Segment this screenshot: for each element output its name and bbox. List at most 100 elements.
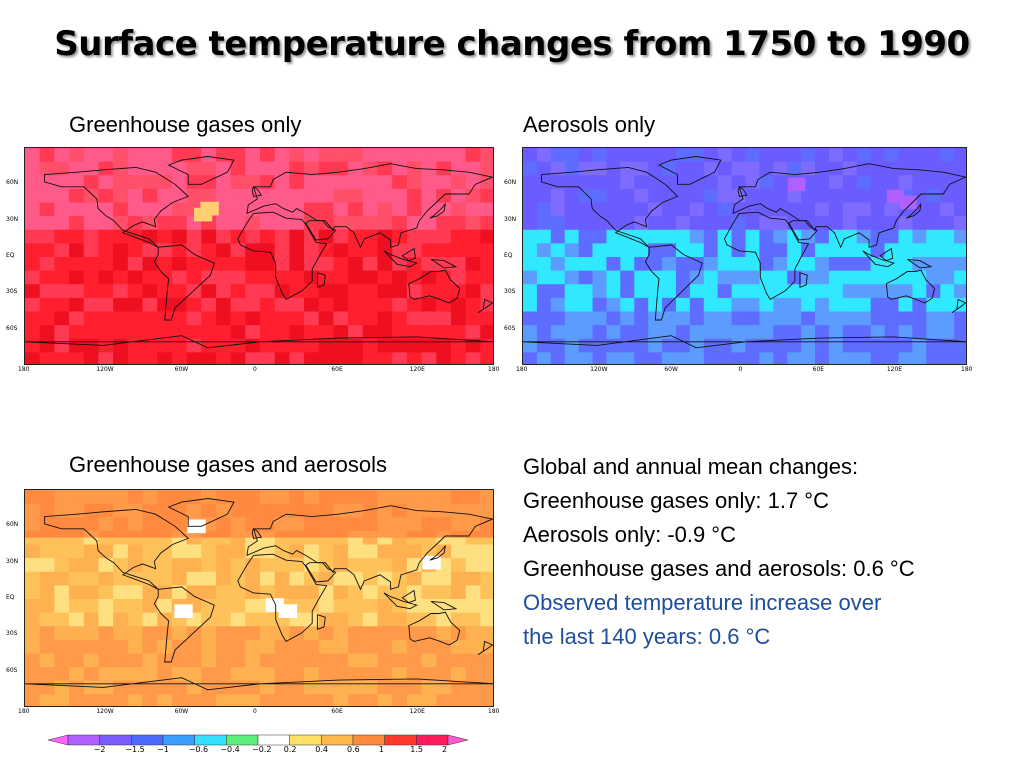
map-grid-cell	[260, 222, 268, 231]
map-grid-cell	[752, 345, 760, 353]
map-grid-cell	[905, 161, 913, 169]
map-grid-cell	[954, 182, 962, 190]
map-grid-cell	[311, 524, 320, 532]
map-grid-cell	[815, 195, 823, 203]
map-grid-cell	[340, 202, 349, 210]
map-grid-cell	[627, 325, 635, 333]
map-grid-cell	[856, 148, 865, 156]
map-grid-cell	[223, 270, 232, 278]
map-grid-cell	[245, 236, 254, 244]
map-grid-cell	[947, 250, 955, 258]
map-grid-cell	[421, 284, 430, 292]
map-grid-cell	[318, 209, 327, 217]
map-grid-cell	[856, 359, 865, 364]
map-grid-cell	[436, 222, 444, 231]
map-grid-cell	[83, 331, 92, 340]
map-grid-cell	[370, 277, 378, 285]
map-grid-cell	[752, 331, 760, 340]
map-grid-cell	[627, 311, 635, 319]
map-grid-cell	[592, 263, 600, 272]
map-grid-cell	[428, 209, 437, 217]
map-grid-cell	[863, 216, 872, 224]
map-grid-cell	[32, 578, 41, 586]
map-grid-cell	[252, 243, 261, 251]
map-grid-cell	[326, 517, 334, 525]
map-grid-cell	[536, 216, 545, 224]
map-grid-cell	[773, 331, 781, 340]
map-grid-cell	[142, 148, 151, 156]
map-grid-cell	[710, 263, 719, 272]
map-grid-cell	[61, 338, 70, 346]
map-grid-cell	[592, 270, 600, 278]
map-grid-cell	[47, 496, 55, 505]
map-grid-cell	[61, 263, 70, 272]
map-grid-cell	[689, 352, 698, 360]
map-grid-cell	[370, 243, 378, 251]
map-grid-cell	[564, 277, 573, 285]
map-grid-cell	[135, 168, 143, 176]
map-grid-cell	[282, 352, 290, 360]
map-grid-cell	[780, 161, 788, 169]
map-grid-cell	[842, 291, 851, 299]
map-grid-cell	[884, 216, 892, 224]
map-grid-cell	[898, 168, 906, 176]
map-grid-cell	[142, 558, 151, 566]
map-grid-cell	[362, 195, 371, 203]
map-grid-cell	[808, 182, 816, 190]
map-grid-cell	[877, 304, 885, 312]
map-grid-cell	[745, 304, 753, 312]
map-grid-cell	[940, 331, 948, 340]
map-grid-cell	[392, 182, 400, 190]
map-grid-cell	[835, 318, 844, 326]
map-grid-cell	[289, 564, 298, 573]
map-grid-cell	[436, 209, 444, 217]
map-grid-cell	[870, 352, 879, 360]
map-grid-cell	[120, 236, 129, 244]
map-grid-cell	[759, 257, 767, 265]
map-grid-cell	[164, 148, 173, 156]
map-grid-cell	[223, 490, 232, 498]
map-grid-cell	[543, 352, 552, 360]
map-grid-cell	[529, 148, 538, 156]
map-grid-cell	[47, 544, 55, 552]
map-grid-cell	[230, 530, 239, 539]
map-grid-cell	[127, 195, 136, 203]
map-grid-cell	[348, 257, 356, 265]
map-grid-cell	[69, 263, 77, 272]
map-grid-cell	[113, 168, 121, 176]
map-grid-cell	[135, 345, 143, 353]
map-grid-cell	[105, 345, 114, 353]
map-grid-cell	[215, 304, 224, 312]
map-grid-cell	[947, 154, 955, 163]
map-grid-cell	[120, 530, 129, 539]
map-grid-cell	[260, 257, 268, 265]
map-grid-cell	[752, 195, 760, 203]
map-grid-cell	[648, 257, 656, 265]
map-grid-cell	[47, 195, 55, 203]
map-grid-cell	[480, 325, 489, 333]
map-grid-cell	[252, 291, 261, 299]
map-grid-cell	[186, 209, 195, 217]
map-grid-cell	[571, 229, 580, 237]
map-grid-cell	[120, 544, 129, 552]
map-grid-cell	[193, 490, 202, 498]
map-grid-cell	[296, 154, 305, 163]
map-grid-cell	[634, 338, 642, 346]
map-grid-cell	[289, 297, 298, 306]
map-grid-cell	[304, 558, 312, 566]
map-grid-cell	[724, 250, 732, 258]
map-grid-cell	[856, 352, 865, 360]
map-grid-cell	[696, 195, 705, 203]
map-grid-cell	[105, 571, 114, 579]
map-grid-cell	[267, 202, 276, 210]
map-grid-cell	[47, 284, 55, 292]
map-grid-cell	[414, 318, 422, 326]
map-grid-cell	[961, 297, 966, 306]
map-grid-cell	[940, 291, 948, 299]
map-grid-cell	[282, 250, 290, 258]
map-grid-cell	[245, 359, 254, 364]
map-grid-cell	[835, 250, 844, 258]
map-grid-cell	[898, 182, 906, 190]
map-grid-cell	[127, 325, 136, 333]
map-grid-cell	[710, 352, 719, 360]
